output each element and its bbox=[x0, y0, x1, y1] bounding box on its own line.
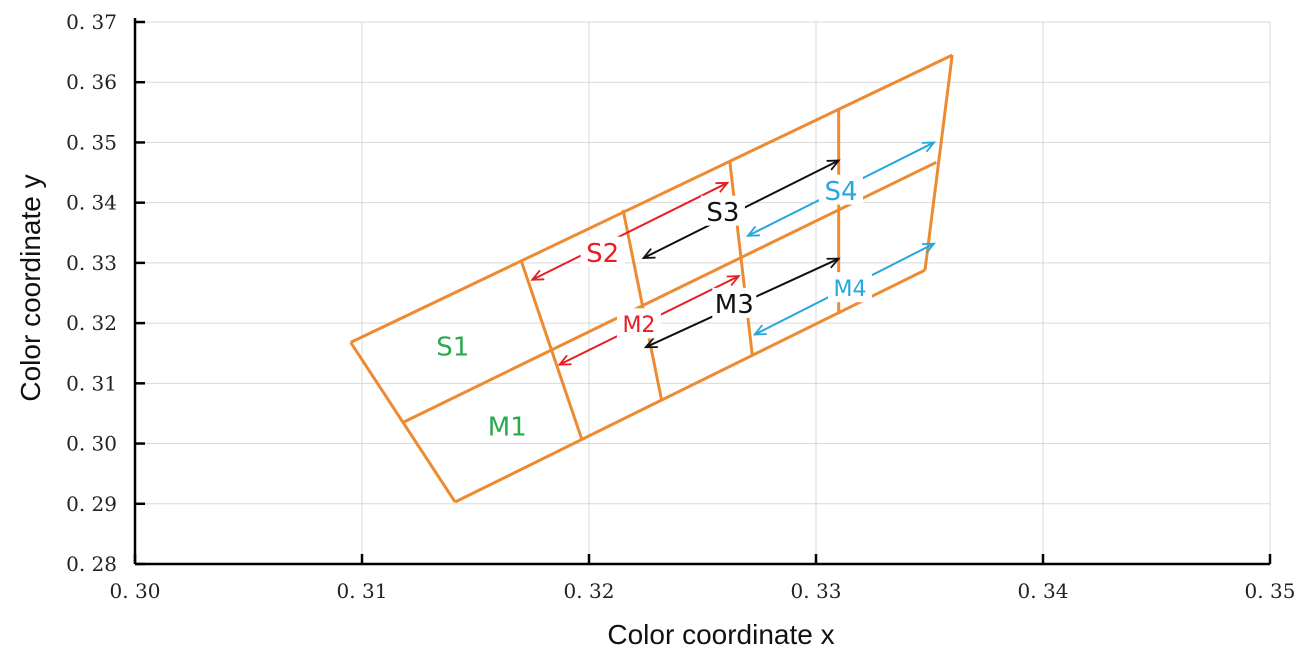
bin-line-divider-3 bbox=[728, 160, 754, 357]
x-tick-label: 0. 33 bbox=[791, 579, 842, 603]
x-tick-label: 0. 32 bbox=[564, 579, 615, 603]
region-label-s2: S2 bbox=[586, 239, 619, 269]
bin-line-left-edge bbox=[349, 341, 457, 503]
y-tick-label: 0. 28 bbox=[66, 552, 117, 576]
x-tick-label: 0. 35 bbox=[1245, 579, 1296, 603]
bin-line-divider-2 bbox=[621, 209, 664, 401]
x-tick-label: 0. 34 bbox=[1018, 579, 1069, 603]
y-axis-title: Color coordinate y bbox=[15, 174, 46, 401]
chart-text: Color coordinate x Color coordinate y 0.… bbox=[15, 10, 1295, 650]
y-tick-label: 0. 30 bbox=[66, 432, 117, 456]
region-label-bg bbox=[700, 195, 745, 226]
region-label-m3: M3 bbox=[715, 290, 754, 320]
y-tick-label: 0. 31 bbox=[66, 371, 117, 395]
region-label-s4: S4 bbox=[824, 177, 857, 207]
x-tick-label: 0. 31 bbox=[337, 579, 388, 603]
y-tick-label: 0. 37 bbox=[66, 10, 117, 34]
region-label-m2: M2 bbox=[622, 313, 655, 338]
region-label-m1: M1 bbox=[488, 412, 527, 442]
region-label-m4: M4 bbox=[834, 277, 867, 302]
x-axis-title: Color coordinate x bbox=[607, 619, 834, 650]
region-label-bg bbox=[818, 174, 863, 205]
region-label-bg bbox=[828, 272, 873, 303]
bin-line-divider-1 bbox=[519, 259, 584, 441]
y-tick-label: 0. 34 bbox=[66, 191, 117, 215]
region-label-s1: S1 bbox=[436, 332, 469, 362]
y-tick-label: 0. 36 bbox=[66, 70, 117, 94]
bin-line-outer-bottom bbox=[454, 268, 926, 504]
y-tick-label: 0. 33 bbox=[66, 251, 117, 275]
plot-area: S1 M1 S2 M2 S3 M3 S4 M4 bbox=[349, 53, 954, 504]
bin-line-right-edge bbox=[923, 54, 954, 271]
axes bbox=[133, 18, 1272, 566]
region-label-bg bbox=[616, 308, 661, 339]
y-tick-label: 0. 32 bbox=[66, 311, 117, 335]
region-label-s3: S3 bbox=[706, 198, 739, 228]
y-tick-label: 0. 29 bbox=[66, 492, 117, 516]
x-tick-label: 0. 30 bbox=[110, 579, 161, 603]
y-tick-label: 0. 35 bbox=[66, 130, 117, 154]
region-label-bg bbox=[580, 236, 625, 267]
region-label-bg bbox=[712, 287, 757, 318]
